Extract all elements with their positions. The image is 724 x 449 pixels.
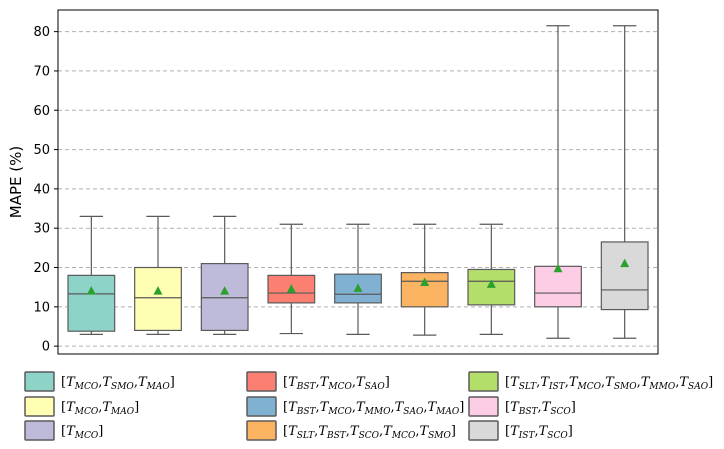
y-tick-label: 0: [42, 340, 50, 355]
mean-marker: [86, 286, 96, 295]
iqr-box: [134, 266, 182, 332]
legend-item: [TSLT,TBST,TSCO,TMCO,TSMO]: [246, 420, 456, 441]
mean-marker: [353, 283, 363, 292]
mean-marker: [286, 284, 296, 293]
legend: [TMCO,TSMO,TMAO] [TMCO,TMAO] [TMCO] [TBST,T…: [24, 371, 713, 441]
y-tick-label: 20: [33, 261, 50, 276]
legend-swatch: [468, 371, 499, 392]
legend-item: [TBST,TSCO]: [468, 396, 576, 417]
box-group: [400, 223, 449, 336]
legend-label: [TBST,TMCO,TMMO,TSAO,TMAO]: [283, 400, 464, 417]
legend-item: [TMCO,TMAO]: [24, 396, 139, 417]
y-axis-label: MAPE (%): [7, 146, 25, 218]
mean-marker: [553, 263, 563, 273]
legend-swatch: [24, 396, 55, 417]
plot-frame: [57, 9, 659, 355]
box-group: [534, 25, 582, 339]
legend-label: [TSLT,TBST,TSCO,TMCO,TSMO]: [283, 424, 456, 441]
mean-marker: [220, 286, 230, 295]
mean-marker: [153, 286, 163, 295]
mean-marker: [486, 279, 496, 288]
box-group: [467, 223, 516, 335]
y-tick-label: 50: [33, 143, 50, 158]
legend-label: [TMCO,TSMO,TMAO]: [61, 375, 175, 392]
iqr-box: [200, 262, 249, 332]
legend-item: [TMCO]: [24, 420, 103, 441]
legend-item: [TBST,TMCO,TMMO,TSAO,TMAO]: [246, 396, 464, 417]
legend-swatch: [246, 420, 277, 441]
legend-swatch: [24, 420, 55, 441]
iqr-box: [600, 241, 649, 311]
legend-label: [TSLT,TIST,TMCO,TSMO,TMMO,TSAO]: [505, 375, 713, 392]
mean-marker: [420, 277, 430, 286]
y-tick-label: 80: [33, 25, 50, 40]
y-axis-ticks: 0 10 20 30 40 50 60 70 80: [33, 25, 58, 355]
legend-label: [TBST,TMCO,TSAO]: [283, 375, 390, 392]
legend-label: [TMCO,TMAO]: [61, 400, 139, 417]
box-group: [267, 223, 316, 335]
box-group: [200, 215, 249, 335]
box-group: [334, 223, 382, 335]
y-tick-label: 30: [33, 222, 50, 237]
box-series: [67, 25, 649, 339]
y-tick-label: 40: [33, 182, 50, 197]
legend-swatch: [246, 396, 277, 417]
legend-swatch: [246, 371, 277, 392]
legend-item: [TBST,TMCO,TSAO]: [246, 371, 390, 392]
box-group: [67, 215, 116, 335]
box-group: [600, 25, 649, 339]
iqr-box: [534, 265, 582, 308]
legend-item: [TMCO,TSMO,TMAO]: [24, 371, 175, 392]
y-tick-label: 10: [33, 300, 50, 315]
legend-label: [TIST,TSCO]: [505, 424, 573, 441]
legend-label: [TMCO]: [61, 424, 103, 441]
y-tick-label: 70: [33, 64, 50, 79]
legend-item: [TIST,TSCO]: [468, 420, 573, 441]
legend-swatch: [468, 420, 499, 441]
iqr-box: [67, 274, 116, 332]
y-tick-label: 60: [33, 104, 50, 119]
box-group: [134, 215, 182, 335]
legend-item: [TSLT,TIST,TMCO,TSMO,TMMO,TSAO]: [468, 371, 713, 392]
legend-swatch: [468, 396, 499, 417]
legend-swatch: [24, 371, 55, 392]
mean-marker: [620, 258, 630, 268]
legend-label: [TBST,TSCO]: [505, 400, 576, 417]
